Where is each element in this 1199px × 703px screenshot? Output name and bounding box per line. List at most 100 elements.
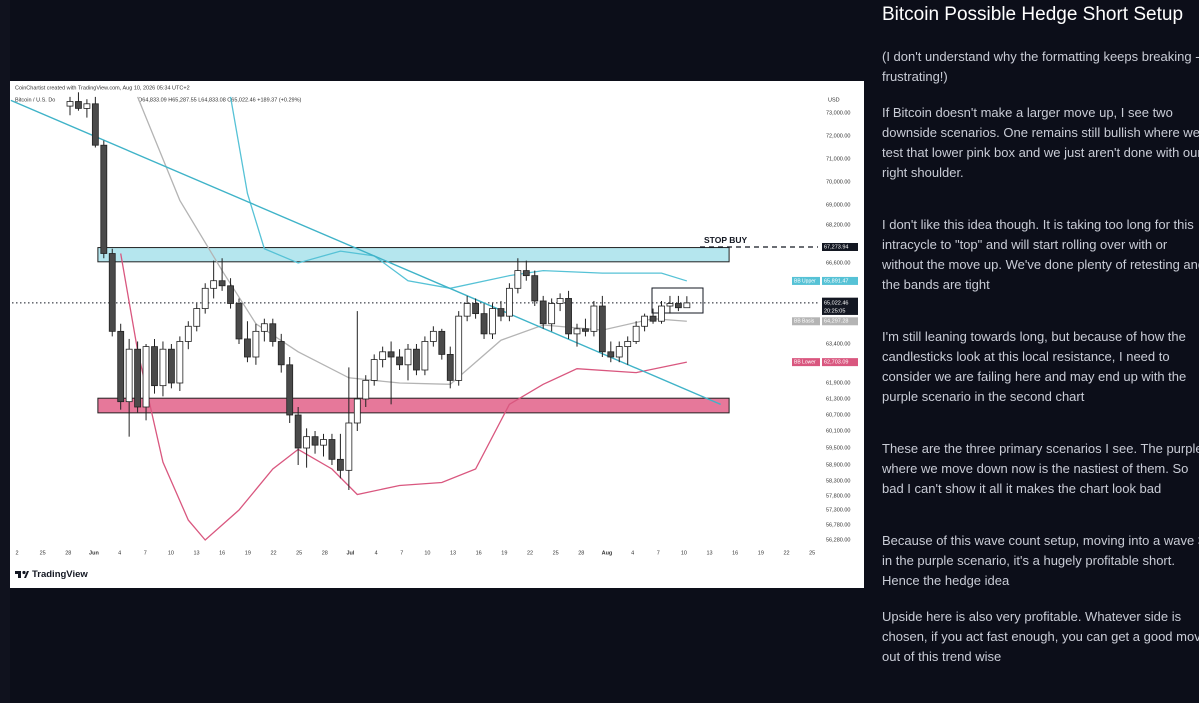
candle-body [675, 303, 682, 309]
price-marker-name-box [792, 276, 820, 285]
candle-body [235, 303, 243, 340]
x-tick-label: 13 [706, 550, 712, 556]
y-tick-label: 56,280.00 [826, 537, 850, 543]
focus-box [651, 287, 704, 314]
candle-body [641, 315, 648, 327]
candle-body [75, 101, 82, 109]
chart-symbol: Bitcoin / U.S. Do [15, 97, 55, 103]
price-marker-name: BB Upper [794, 278, 816, 284]
x-tick-label: 7 [657, 550, 660, 556]
candle-body [91, 103, 99, 146]
price-marker-name-box [792, 317, 820, 326]
x-tick-label: 10 [424, 550, 430, 556]
x-tick-label: Jul [346, 550, 354, 556]
y-tick-label: 60,700.00 [826, 412, 850, 418]
candle-body [303, 436, 311, 449]
x-tick-label: 13 [193, 550, 199, 556]
tradingview-icon [15, 570, 29, 578]
y-tick-label: 66,600.00 [826, 260, 850, 266]
candle-body [666, 303, 674, 307]
x-tick-label: 13 [450, 550, 456, 556]
candle-body [159, 348, 167, 387]
y-tick-label: 59,500.00 [826, 445, 850, 451]
candle-body [539, 300, 547, 325]
price-marker-label: 65,022.46 [824, 300, 848, 306]
candle-body [210, 280, 218, 289]
x-tick-label: 7 [144, 550, 147, 556]
y-tick-label: 61,900.00 [826, 380, 850, 386]
candle-body [598, 305, 606, 353]
candle-body [108, 253, 116, 332]
candle-body [632, 325, 640, 342]
candle-body [294, 414, 302, 449]
x-tick-label: 4 [631, 550, 634, 556]
candle-body [582, 328, 589, 332]
y-tick-label: 72,000.00 [826, 133, 850, 139]
post-title: Bitcoin Possible Hedge Short Setup [882, 4, 1184, 25]
price-marker-name: BB Basis [794, 319, 815, 325]
candle-body [413, 348, 420, 371]
paragraph: Because of this wave count setup, moving… [882, 533, 1199, 588]
candle-body [269, 323, 277, 342]
x-tick-label: 7 [400, 550, 403, 556]
x-tick-label: 19 [501, 550, 507, 556]
candle-body [252, 330, 260, 358]
x-tick-label: 22 [783, 550, 789, 556]
candle-body [556, 298, 564, 304]
x-tick-label: Aug [602, 550, 613, 556]
candle-body [100, 144, 108, 254]
x-tick-label: 2 [15, 550, 18, 556]
zone [97, 397, 730, 414]
chart-ohlc: O64,833.09 H65,287.55 L64,833.08 C65,022… [138, 97, 301, 103]
candle-body [184, 325, 192, 342]
candle-body [590, 305, 598, 332]
candle-body [480, 313, 488, 335]
y-tick-label: 68,200.00 [826, 222, 850, 228]
y-tick-label: 73,000.00 [826, 110, 850, 116]
price-marker-label: 65,891.47 [824, 278, 848, 284]
candle-body [193, 308, 201, 327]
price-marker-name: BB Lower [794, 359, 816, 365]
candle-body [320, 439, 327, 446]
candle-body [336, 458, 344, 471]
candle-body [387, 351, 395, 358]
candle-body [311, 436, 319, 446]
chart-image: CoinChartist created with TradingView.co… [10, 81, 864, 588]
candle-body [277, 341, 285, 366]
y-tick-label: 58,900.00 [826, 462, 850, 468]
paragraph: I don't like this idea though. It is tak… [882, 217, 1199, 292]
x-tick-label: 19 [245, 550, 251, 556]
candle-body [227, 285, 234, 304]
candle-body [151, 346, 158, 387]
currency-label: USD [828, 97, 840, 103]
candle-body [125, 348, 133, 403]
candle-body [117, 330, 125, 403]
candle-body [244, 338, 251, 358]
paragraph: (I don't understand why the formatting k… [882, 49, 1199, 84]
x-tick-label: 28 [322, 550, 328, 556]
candle-body [615, 346, 623, 358]
x-tick-label: 22 [270, 550, 276, 556]
candle-body [345, 422, 353, 471]
x-tick-label: 10 [168, 550, 174, 556]
candle-body [683, 302, 691, 309]
paragraph: These are the three primary scenarios I … [882, 441, 1199, 496]
price-marker-label: 62,703.09 [824, 360, 848, 366]
x-tick-label: 4 [118, 550, 121, 556]
paragraph: If Bitcoin doesn't make a larger move up… [882, 105, 1199, 180]
y-tick-label: 57,800.00 [826, 493, 850, 499]
candle-body [446, 353, 454, 381]
x-tick-label: 28 [578, 550, 584, 556]
y-tick-label: 58,300.00 [826, 478, 850, 484]
candle-body [573, 328, 581, 335]
candle-body [522, 270, 530, 277]
x-tick-label: 16 [732, 550, 738, 556]
zone [97, 247, 730, 263]
paragraph: I'm still leaning towards long, but beca… [882, 329, 1187, 404]
candle-body [658, 305, 665, 322]
candle-body [505, 287, 513, 317]
candle-body [167, 348, 175, 384]
candle-body [370, 359, 378, 381]
price-marker-name-box [792, 358, 820, 367]
candle-body [421, 341, 429, 371]
